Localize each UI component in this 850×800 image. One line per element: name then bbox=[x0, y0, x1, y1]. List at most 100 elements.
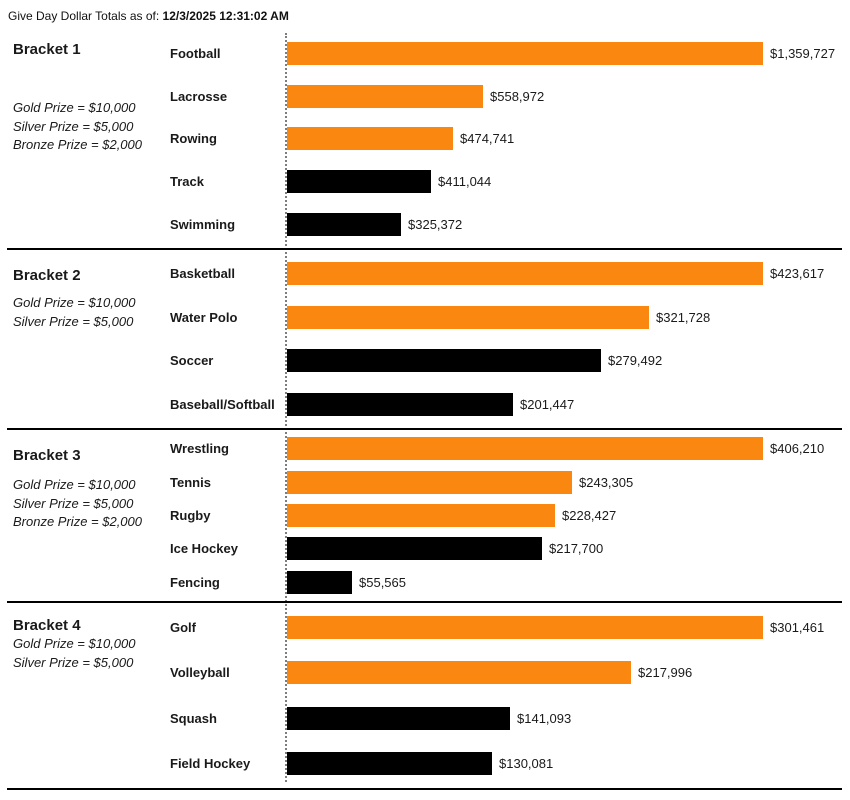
bar-value: $217,996 bbox=[638, 665, 693, 681]
bar-row: Volleyball $217,996 bbox=[170, 661, 842, 685]
bracket-section: Bracket 1 Gold Prize = $10,000 Silver Pri… bbox=[7, 30, 842, 250]
bar-zone: $141,093 bbox=[287, 706, 842, 730]
bar-row: Rugby $228,427 bbox=[170, 503, 842, 527]
bar-zone: $423,617 bbox=[287, 262, 842, 286]
bar-value: $423,617 bbox=[770, 266, 825, 282]
prize-line: Gold Prize = $10,000 bbox=[13, 636, 136, 651]
report-header: Give Day Dollar Totals as of: 12/3/2025 … bbox=[0, 0, 850, 23]
sport-label: Fencing bbox=[170, 574, 220, 590]
bracket-divider bbox=[7, 248, 842, 250]
bracket-divider bbox=[7, 601, 842, 603]
bar-value: $406,210 bbox=[770, 441, 825, 457]
bracket-title: Bracket 4 bbox=[13, 617, 81, 634]
value-bar bbox=[287, 570, 352, 594]
bar-value: $243,305 bbox=[579, 474, 634, 490]
value-bar bbox=[287, 503, 555, 527]
sport-label: Squash bbox=[170, 710, 217, 726]
bar-value: $279,492 bbox=[608, 353, 663, 369]
bar-row: Fencing $55,565 bbox=[170, 570, 842, 594]
bar-value: $201,447 bbox=[520, 396, 575, 412]
sport-label: Lacrosse bbox=[170, 88, 228, 104]
report-timestamp: 12/3/2025 12:31:02 AM bbox=[162, 9, 289, 23]
bracket-prizes: Gold Prize = $10,000 Silver Prize = $5,00… bbox=[13, 635, 165, 672]
bar-value: $55,565 bbox=[359, 574, 406, 590]
bar-zone: $130,081 bbox=[287, 751, 842, 775]
bar-value: $228,427 bbox=[562, 507, 617, 523]
bar-value: $1,359,727 bbox=[770, 45, 836, 61]
sport-label: Ice Hockey bbox=[170, 541, 238, 557]
value-bar bbox=[287, 437, 763, 461]
prize-line: Bronze Prize = $2,000 bbox=[13, 514, 142, 529]
bar-value: $558,972 bbox=[490, 88, 545, 104]
sport-label: Football bbox=[170, 45, 221, 61]
baseline-dotted-axis bbox=[285, 33, 287, 782]
value-bar bbox=[287, 305, 649, 329]
bar-value: $217,700 bbox=[549, 541, 604, 557]
sport-label: Tennis bbox=[170, 474, 211, 490]
bar-value: $321,728 bbox=[656, 309, 711, 325]
bracket-rows: Golf $301,461 Volleyball $217,996 Squash $141… bbox=[170, 603, 842, 790]
bar-zone: $243,305 bbox=[287, 470, 842, 494]
bar-zone: $55,565 bbox=[287, 570, 842, 594]
value-bar bbox=[287, 213, 401, 237]
value-bar bbox=[287, 392, 513, 416]
bracket-title: Bracket 3 bbox=[13, 447, 81, 464]
bracket-info: Bracket 1 Gold Prize = $10,000 Silver Pri… bbox=[13, 41, 165, 155]
bar-row: Squash $141,093 bbox=[170, 706, 842, 730]
bracket-divider bbox=[7, 428, 842, 430]
value-bar bbox=[287, 616, 763, 640]
brackets-chart: Bracket 1 Gold Prize = $10,000 Silver Pri… bbox=[0, 30, 850, 790]
prize-line: Gold Prize = $10,000 bbox=[13, 100, 136, 115]
sport-label: Volleyball bbox=[170, 665, 230, 681]
bar-zone: $279,492 bbox=[287, 349, 842, 373]
value-bar bbox=[287, 84, 483, 108]
bracket-rows: Wrestling $406,210 Tennis $243,305 Rugby $228… bbox=[170, 430, 842, 603]
sport-label: Swimming bbox=[170, 217, 236, 233]
sport-label: Soccer bbox=[170, 353, 214, 369]
bracket-title: Bracket 2 bbox=[13, 267, 81, 284]
bar-row: Baseball/Softball $201,447 bbox=[170, 392, 842, 416]
bracket-section: Bracket 2 Gold Prize = $10,000 Silver Pri… bbox=[7, 250, 842, 430]
sport-label: Basketball bbox=[170, 266, 236, 282]
sport-label: Track bbox=[170, 174, 204, 190]
bar-row: Field Hockey $130,081 bbox=[170, 751, 842, 775]
sport-label: Water Polo bbox=[170, 309, 238, 325]
bar-zone: $201,447 bbox=[287, 392, 842, 416]
bar-row: Wrestling $406,210 bbox=[170, 437, 842, 461]
bar-zone: $406,210 bbox=[287, 437, 842, 461]
value-bar bbox=[287, 170, 431, 194]
bracket-section: Bracket 4 Gold Prize = $10,000 Silver Pri… bbox=[7, 603, 842, 790]
sport-label: Wrestling bbox=[170, 441, 229, 457]
bar-value: $141,093 bbox=[517, 710, 572, 726]
bar-row: Soccer $279,492 bbox=[170, 349, 842, 373]
prize-line: Silver Prize = $5,000 bbox=[13, 313, 134, 329]
bar-value: $474,741 bbox=[460, 131, 515, 147]
bar-zone: $228,427 bbox=[287, 503, 842, 527]
bracket-prizes: Gold Prize = $10,000 Silver Prize = $5,00… bbox=[13, 476, 165, 532]
bar-zone: $301,461 bbox=[287, 616, 842, 640]
bar-value: $130,081 bbox=[499, 755, 554, 771]
bar-zone: $474,741 bbox=[287, 127, 842, 151]
prize-line: Bronze Prize = $2,000 bbox=[13, 137, 142, 152]
bracket-title: Bracket 1 bbox=[13, 41, 81, 58]
bar-row: Football $1,359,727 bbox=[170, 41, 842, 65]
bar-row: Rowing $474,741 bbox=[170, 127, 842, 151]
bar-zone: $321,728 bbox=[287, 305, 842, 329]
bar-row: Track $411,044 bbox=[170, 170, 842, 194]
bar-value: $411,044 bbox=[438, 174, 492, 190]
prize-line: Silver Prize = $5,000 bbox=[13, 118, 134, 134]
value-bar bbox=[287, 751, 492, 775]
bar-zone: $1,359,727 bbox=[287, 41, 842, 65]
sport-label: Golf bbox=[170, 620, 196, 636]
bar-row: Basketball $423,617 bbox=[170, 262, 842, 286]
sport-label: Field Hockey bbox=[170, 755, 251, 771]
value-bar bbox=[287, 41, 763, 65]
bar-zone: $411,044 bbox=[287, 170, 842, 194]
prize-line: Silver Prize = $5,000 bbox=[13, 654, 134, 670]
value-bar bbox=[287, 262, 763, 286]
bar-zone: $558,972 bbox=[287, 84, 842, 108]
bar-row: Ice Hockey $217,700 bbox=[170, 537, 842, 561]
bracket-info: Bracket 4 Gold Prize = $10,000 Silver Pri… bbox=[13, 617, 165, 672]
prize-line: Gold Prize = $10,000 bbox=[13, 295, 136, 310]
bracket-info: Bracket 2 Gold Prize = $10,000 Silver Pri… bbox=[13, 267, 165, 331]
